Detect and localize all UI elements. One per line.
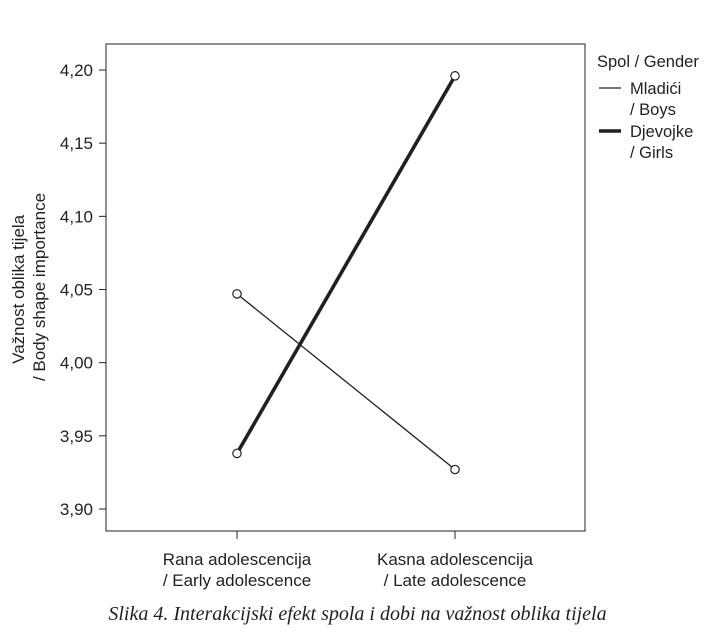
x-tick-label: Rana adolescencija / Early adolescence — [163, 550, 312, 590]
x-tick-label-line: Kasna adolescencija — [377, 550, 533, 569]
y-axis-label: Važnost oblika tijela / Body shape impor… — [9, 193, 49, 381]
data-point-marker — [232, 448, 242, 459]
series-line-girls — [235, 74, 457, 455]
data-point-marker — [450, 464, 460, 475]
legend-label-boys: Mladići / Boys — [630, 80, 686, 119]
figure-caption: Slika 4. Interakcijski efekt spola i dob… — [108, 603, 607, 625]
legend-label-boys-line-2: / Boys — [630, 101, 676, 119]
y-tick-label: 3,90 — [60, 500, 93, 519]
y-tick-label: 4,20 — [60, 61, 93, 80]
x-tick-label-line: / Late adolescence — [384, 571, 527, 590]
legend-title: Spol / Gender — [597, 53, 699, 71]
y-tick-label: 4,05 — [60, 281, 93, 300]
y-tick-label: 4,00 — [60, 354, 93, 373]
legend: Spol / Gender Mladići / Boys Djevojke / … — [597, 53, 699, 162]
x-tick-label: Kasna adolescencija / Late adolescence — [377, 550, 533, 590]
y-tick-label: 3,95 — [60, 427, 93, 446]
legend-label-girls: Djevojke / Girls — [630, 123, 698, 162]
data-point-marker — [232, 289, 242, 299]
legend-label-girls-line-1: Djevojke — [630, 123, 693, 141]
plot-frame — [105, 43, 586, 532]
y-tick-label: 4,15 — [60, 134, 93, 153]
series-group — [232, 71, 460, 475]
data-point-marker — [450, 71, 460, 81]
y-axis-label-line-2: / Body shape importance — [30, 193, 49, 381]
x-tick-label-line: Rana adolescencija — [163, 550, 312, 569]
legend-item-girls: Djevojke / Girls — [599, 123, 698, 162]
legend-label-girls-line-2: / Girls — [630, 144, 673, 162]
x-axis: Rana adolescencija / Early adolescence Kas… — [163, 531, 534, 590]
y-tick-label: 4,10 — [60, 207, 93, 226]
series-line-boys — [236, 293, 456, 470]
legend-item-boys: Mladići / Boys — [599, 80, 686, 119]
x-tick-label-line: / Early adolescence — [163, 571, 311, 590]
y-axis-label-line-1: Važnost oblika tijela — [9, 214, 28, 364]
legend-label-boys-line-1: Mladići — [630, 80, 681, 98]
y-axis: 3,90 3,95 4,00 4,05 4,10 4,15 4,20 — [60, 61, 106, 519]
chart: 3,90 3,95 4,00 4,05 4,10 4,15 4,20 Rana adoles… — [9, 43, 699, 590]
